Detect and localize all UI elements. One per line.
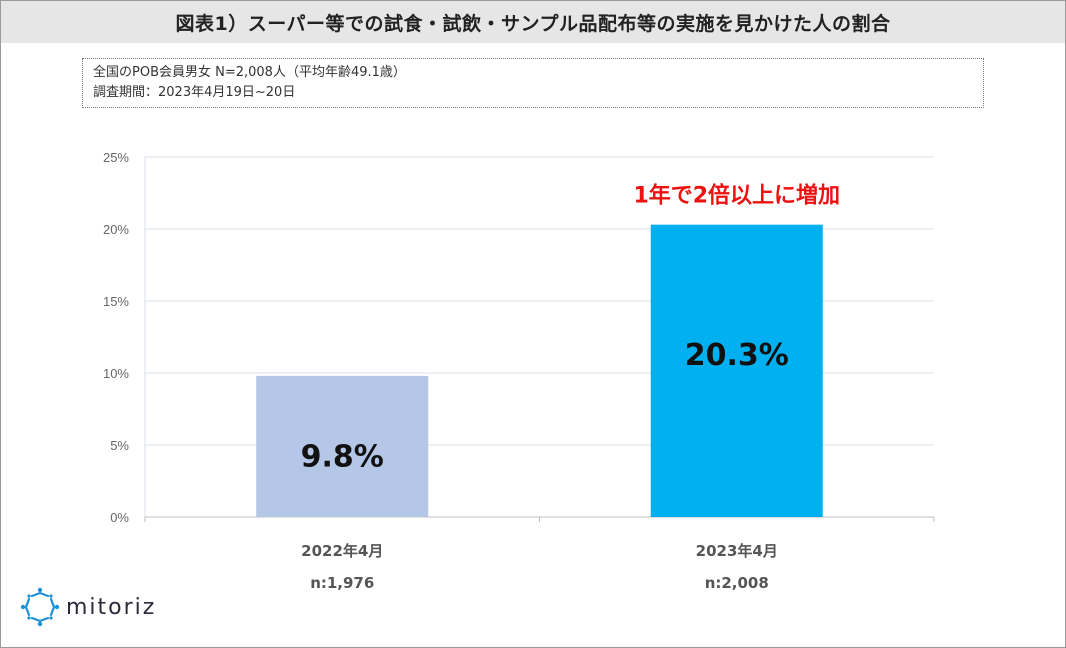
y-tick-label: 25% xyxy=(103,150,129,165)
chart-title: 図表1）スーパー等での試食・試飲・サンプル品配布等の実施を見かけた人の割合 xyxy=(175,12,891,35)
survey-note-line1: 全国のPOB会員男女 N=2,008人（平均年齢49.1歳） xyxy=(93,65,406,80)
sample-size-label: n:2,008 xyxy=(705,574,769,592)
data-label: 9.8% xyxy=(301,439,384,474)
survey-note: 全国のPOB会員男女 N=2,008人（平均年齢49.1歳） 調査期間：2023… xyxy=(82,58,984,108)
bar-1 xyxy=(256,375,429,517)
sample-size-label: n:1,976 xyxy=(310,574,374,592)
y-tick-label: 10% xyxy=(103,366,129,381)
growth-annotation: 1年で2倍以上に増加 xyxy=(633,183,840,209)
y-tick-label: 0% xyxy=(110,510,129,525)
y-tick-label: 15% xyxy=(103,294,129,309)
y-tick-label: 5% xyxy=(110,438,129,453)
y-tick-label: 20% xyxy=(103,222,129,237)
logo-wordmark: mitoriz xyxy=(66,594,157,620)
mitoriz-logo: mitoriz xyxy=(20,586,156,628)
category-label: 2023年4月 xyxy=(696,542,778,560)
bar-2 xyxy=(650,224,823,517)
sparkle-ring-icon xyxy=(20,587,60,627)
data-label: 20.3% xyxy=(685,338,789,373)
survey-note-line2: 調査期間：2023年4月19日~20日 xyxy=(93,85,296,100)
title-bar: 図表1）スーパー等での試食・試飲・サンプル品配布等の実施を見かけた人の割合 xyxy=(1,1,1065,43)
category-label: 2022年4月 xyxy=(301,542,383,560)
